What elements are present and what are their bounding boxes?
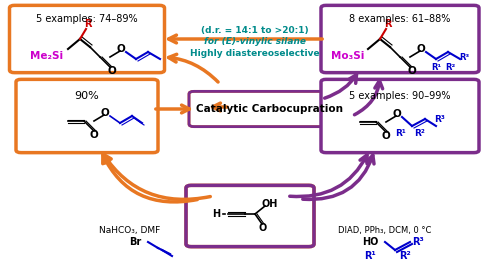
FancyBboxPatch shape [321,79,479,153]
Text: R: R [84,19,92,29]
Text: O: O [100,108,110,118]
Text: R²: R² [414,130,426,139]
Text: O: O [416,44,426,54]
FancyBboxPatch shape [321,5,479,73]
Text: NaHCO₃, DMF: NaHCO₃, DMF [100,225,160,234]
Text: OH: OH [262,199,278,209]
Text: Catalytic Carbocupration: Catalytic Carbocupration [196,104,344,114]
FancyBboxPatch shape [16,79,158,153]
Text: R³: R³ [412,237,424,247]
Text: (d.r. = 14:1 to >20:1): (d.r. = 14:1 to >20:1) [201,26,309,35]
Text: 5 examples: 90–99%: 5 examples: 90–99% [349,91,451,101]
Text: O: O [108,66,116,76]
Text: R²: R² [445,63,455,72]
FancyBboxPatch shape [189,91,351,127]
Text: R¹: R¹ [431,63,441,72]
Text: Me₂Si: Me₂Si [30,51,64,61]
Text: O: O [90,130,98,140]
Text: R¹: R¹ [394,130,406,139]
Text: Highly diastereoselective: Highly diastereoselective [190,50,320,59]
Text: R²: R² [399,251,411,261]
Text: R³: R³ [459,53,469,62]
Text: O: O [259,223,267,233]
Text: O: O [116,44,126,54]
Text: HO: HO [362,237,378,247]
FancyBboxPatch shape [10,5,164,73]
Text: Br: Br [129,237,141,247]
Text: O: O [382,131,390,141]
Text: 90%: 90% [74,91,100,101]
Text: DIAD, PPh₃, DCM, 0 °C: DIAD, PPh₃, DCM, 0 °C [338,225,432,234]
Text: O: O [392,109,402,119]
Text: 5 examples: 74–89%: 5 examples: 74–89% [36,14,138,24]
Text: for (E)-vinylic silane: for (E)-vinylic silane [204,37,306,46]
Text: H: H [212,209,220,219]
Text: R³: R³ [434,116,446,125]
Text: 8 examples: 61–88%: 8 examples: 61–88% [350,14,450,24]
Text: O: O [408,66,416,76]
Text: R¹: R¹ [364,251,376,261]
Text: R: R [384,19,392,29]
FancyBboxPatch shape [186,185,314,247]
Text: Mo₃Si: Mo₃Si [332,51,364,61]
